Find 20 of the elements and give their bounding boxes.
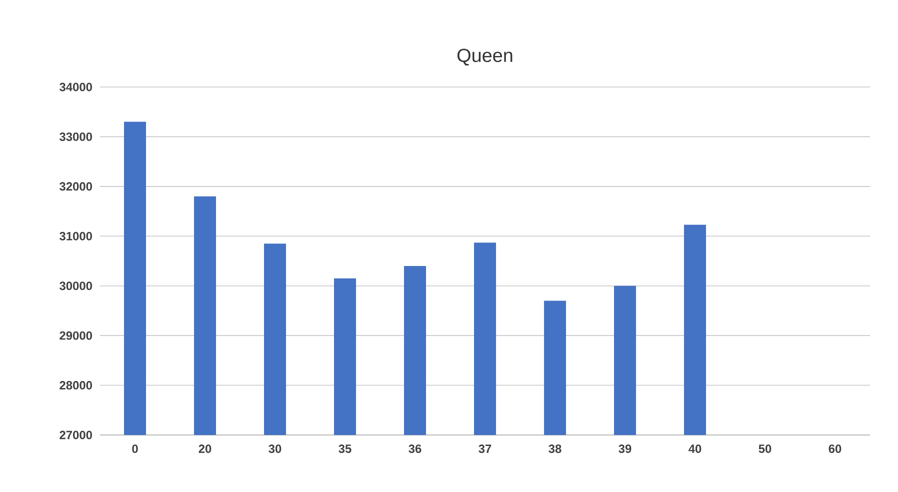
y-tick-label: 29000 — [60, 331, 92, 340]
y-tick-label: 28000 — [60, 381, 92, 390]
x-tick-label: 35 — [338, 444, 352, 453]
x-tick-label: 30 — [268, 444, 282, 453]
chart-title: Queen — [457, 48, 512, 66]
x-tick-label: 36 — [408, 444, 422, 453]
x-tick-label: 60 — [828, 444, 842, 453]
x-tick-label: 0 — [132, 444, 138, 453]
y-tick-label: 33000 — [60, 132, 92, 141]
y-tick-label: 27000 — [60, 430, 92, 440]
x-tick-label: 39 — [618, 444, 632, 453]
y-tick-label: 34000 — [60, 82, 92, 92]
x-tick-label: 38 — [548, 444, 562, 453]
y-tick-label: 30000 — [60, 282, 92, 290]
y-tick-label: 31000 — [60, 232, 92, 240]
x-tick-label: 20 — [198, 444, 212, 453]
y-tick-label: 32000 — [60, 182, 92, 191]
x-tick-label: 50 — [758, 444, 772, 453]
x-tick-label: 40 — [688, 444, 702, 453]
x-tick-label: 37 — [478, 444, 492, 453]
